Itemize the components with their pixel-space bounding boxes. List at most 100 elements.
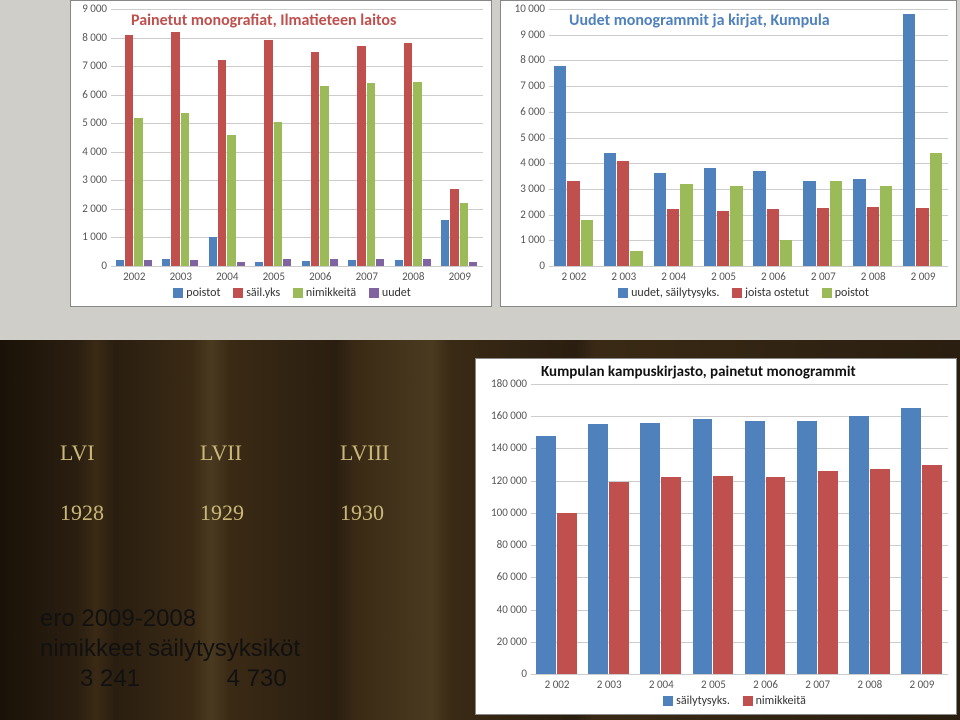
y-tick-label: 1 000 [71,230,107,243]
bar [536,436,556,674]
legend-swatch [822,288,832,298]
bar [717,211,729,266]
y-tick-label: 6 000 [501,105,545,118]
bar [218,60,226,266]
x-tick-label: 2 007 [798,270,848,283]
bar [469,262,477,266]
y-tick-label: 2 000 [501,208,545,221]
y-tick-label: 6 000 [71,88,107,101]
grid-line [111,237,483,238]
x-tick-label: 2 006 [749,270,799,283]
y-tick-label: 0 [476,667,527,680]
bar [745,421,765,674]
grid-line [531,674,948,675]
bar [423,259,431,266]
bar [853,179,865,266]
x-tick-label: 2 008 [848,270,898,283]
y-tick-label: 100 000 [476,506,527,519]
bar [274,122,282,266]
y-tick-label: 5 000 [71,116,107,129]
x-tick-label: 2007 [344,270,391,283]
bar [209,237,217,266]
y-tick-label: 5 000 [501,131,545,144]
bar [320,86,328,266]
delta-labels: nimikkeet säilytysyksiköt [40,635,470,663]
x-tick-label: 2003 [158,270,205,283]
delta-nimikkeet-value: 3 241 [40,665,180,693]
legend-swatch [743,696,753,706]
chart-painetut-monografiat: 01 0002 0003 0004 0005 0006 0007 0008 00… [70,0,492,307]
grid-line [531,416,948,417]
y-tick-label: 120 000 [476,474,527,487]
plot-area [549,9,948,266]
y-tick-label: 10 000 [501,2,545,15]
x-tick-label: 2 009 [898,270,948,283]
bar [617,161,629,266]
legend-swatch [293,288,303,298]
grid-line [111,123,483,124]
y-tick-label: 160 000 [476,409,527,422]
bar [134,118,142,266]
grid-line [549,266,948,267]
book-year: 1929 [200,500,244,526]
bar [348,260,356,266]
grid-line [549,112,948,113]
bar [144,260,152,266]
bar [753,171,765,266]
plot-area [111,9,483,266]
chart-title: Kumpulan kampuskirjasto, painetut monogr… [541,363,856,381]
bar [767,209,779,266]
bar [557,513,577,674]
legend-label: joista ostetut [745,286,812,300]
grid-line [111,9,483,10]
delta-text-block: ero 2009-2008 nimikkeet säilytysyksiköt … [40,605,470,693]
bar [780,240,792,266]
legend-swatch [618,288,628,298]
y-tick-label: 2 000 [71,202,107,215]
bar [554,66,566,266]
bar [654,173,666,266]
grid-line [111,38,483,39]
y-tick-label: 9 000 [501,28,545,41]
legend: uudet, säilytysyks. joista ostetut poist… [549,286,948,300]
grid-line [111,266,483,267]
bar [255,262,263,266]
bar [704,168,716,266]
chart-uudet-monogrammit: 01 0002 0003 0004 0005 0006 0007 0008 00… [500,0,957,307]
x-tick-label: 2009 [437,270,484,283]
legend-label: säil.yks [246,286,283,300]
x-tick-label: 2002 [111,270,158,283]
y-tick-label: 0 [71,259,107,272]
bar [803,181,815,266]
x-tick-label: 2006 [297,270,344,283]
legend-label: poistot [835,286,869,300]
bar [581,220,593,266]
plot-area [531,384,948,674]
bar [680,184,692,266]
bar [609,482,629,674]
grid-line [549,86,948,87]
bar [162,259,170,266]
bar [903,14,915,266]
bar [817,208,829,266]
bar [237,262,245,266]
x-tick-label: 2 005 [687,678,739,691]
grid-line [549,138,948,139]
bar [171,32,179,266]
bar [901,408,921,674]
book-roman: LVIII [340,440,389,466]
bar [376,259,384,266]
y-tick-label: 3 000 [501,182,545,195]
bar [818,471,838,674]
legend-label: poistot [186,286,223,300]
bar [413,82,421,266]
bar [693,419,713,674]
x-tick-label: 2 004 [649,270,699,283]
bar [766,477,786,674]
bar [922,465,942,674]
bar [713,476,733,674]
delta-sailytysyksikot-value: 4 730 [187,665,327,693]
y-tick-label: 180 000 [476,377,527,390]
bar [567,181,579,266]
page: LVI1928LVII1929LVIII1930 01 0002 0003 00… [0,0,960,720]
